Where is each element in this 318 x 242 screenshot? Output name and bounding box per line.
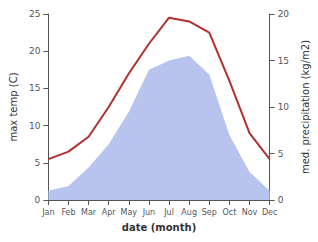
svg-text:5: 5: [278, 149, 284, 159]
svg-text:Oct: Oct: [222, 208, 236, 217]
svg-text:Jun: Jun: [142, 208, 156, 217]
svg-text:Sep: Sep: [202, 208, 217, 217]
svg-text:15: 15: [29, 83, 40, 93]
svg-text:25: 25: [29, 9, 40, 19]
svg-text:Nov: Nov: [242, 208, 258, 217]
svg-text:5: 5: [35, 158, 41, 168]
svg-text:10: 10: [278, 102, 290, 112]
svg-text:10: 10: [29, 121, 41, 131]
svg-text:Dec: Dec: [262, 208, 277, 217]
svg-text:Apr: Apr: [102, 208, 117, 217]
svg-text:20: 20: [278, 9, 290, 19]
svg-text:Feb: Feb: [61, 208, 75, 217]
svg-text:Mar: Mar: [81, 208, 97, 217]
svg-text:0: 0: [35, 195, 41, 205]
svg-text:med. precipitation (kg/m2): med. precipitation (kg/m2): [300, 40, 311, 174]
svg-text:15: 15: [278, 56, 289, 66]
svg-text:max temp (C): max temp (C): [8, 72, 19, 141]
svg-text:Jan: Jan: [41, 208, 54, 217]
svg-text:20: 20: [29, 46, 41, 56]
svg-text:Aug: Aug: [181, 208, 197, 217]
svg-text:date (month): date (month): [122, 222, 196, 233]
svg-text:0: 0: [278, 195, 284, 205]
svg-text:May: May: [121, 208, 138, 217]
svg-text:Jul: Jul: [163, 208, 174, 217]
